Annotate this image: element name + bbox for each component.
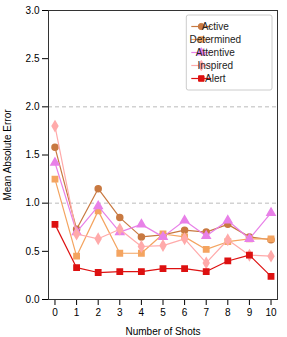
svg-text:7: 7 [203, 307, 209, 318]
svg-text:4: 4 [139, 307, 145, 318]
svg-text:Mean Absolute Error: Mean Absolute Error [2, 109, 13, 201]
svg-text:6: 6 [182, 307, 188, 318]
svg-text:2: 2 [95, 307, 101, 318]
svg-text:2.5: 2.5 [26, 53, 40, 64]
svg-text:8: 8 [225, 307, 231, 318]
svg-text:Attentive: Attentive [196, 47, 235, 58]
svg-text:Number of Shots: Number of Shots [125, 326, 200, 337]
svg-text:1.0: 1.0 [26, 197, 40, 208]
svg-text:Determined: Determined [189, 34, 241, 45]
svg-text:0.5: 0.5 [26, 246, 40, 257]
svg-text:5: 5 [160, 307, 166, 318]
svg-text:0: 0 [52, 307, 58, 318]
svg-text:10: 10 [265, 307, 277, 318]
svg-text:Alert: Alert [205, 73, 226, 84]
svg-text:1.5: 1.5 [26, 149, 40, 160]
svg-text:9: 9 [247, 307, 253, 318]
svg-text:2.0: 2.0 [26, 101, 40, 112]
svg-text:1: 1 [74, 307, 80, 318]
svg-text:0.0: 0.0 [26, 294, 40, 305]
svg-text:3: 3 [117, 307, 123, 318]
svg-text:Inspired: Inspired [198, 60, 234, 71]
svg-text:Active: Active [202, 21, 230, 32]
svg-text:3.0: 3.0 [26, 5, 40, 16]
